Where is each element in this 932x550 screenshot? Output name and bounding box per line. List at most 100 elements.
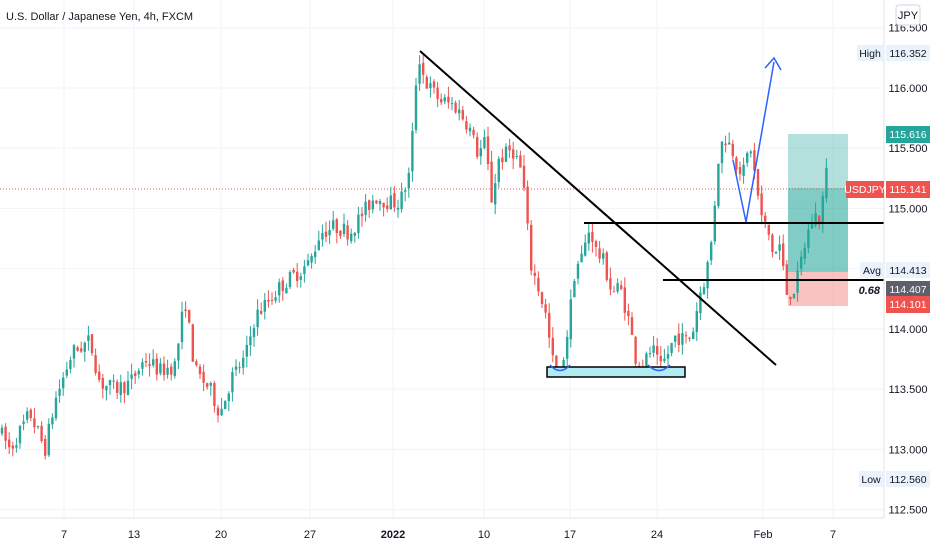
candle-body xyxy=(198,366,202,375)
candle-body xyxy=(396,207,400,210)
candle-body xyxy=(40,425,43,441)
plot-area[interactable] xyxy=(0,0,884,518)
candle-body xyxy=(540,292,544,305)
downtrend-line[interactable] xyxy=(419,50,777,366)
candle-body xyxy=(663,358,666,362)
time-tick-label: 2022 xyxy=(381,529,405,541)
candle-body xyxy=(324,231,328,237)
support-rectangle[interactable] xyxy=(546,366,686,378)
candle-body xyxy=(263,299,266,312)
candle-body xyxy=(209,383,212,386)
candle-body xyxy=(774,252,778,254)
projection-arrow-path[interactable] xyxy=(732,61,775,223)
candle-body xyxy=(814,213,817,226)
candle-body xyxy=(191,324,194,362)
candle-body xyxy=(234,366,238,370)
candle-body xyxy=(692,331,695,340)
candle-body xyxy=(746,152,749,163)
candle-body xyxy=(69,360,72,370)
candle-body xyxy=(4,426,7,441)
candle-body xyxy=(382,202,385,208)
candle-body xyxy=(508,145,511,151)
candle-body xyxy=(310,255,313,263)
time-tick-label: Feb xyxy=(754,529,773,541)
candle-body xyxy=(476,137,479,157)
candle-body xyxy=(447,96,450,103)
candle-body xyxy=(105,385,108,391)
time-tick-label: 27 xyxy=(304,529,316,541)
bottom-arc-1 xyxy=(549,364,571,372)
candle-body xyxy=(393,193,396,208)
candle-body xyxy=(569,299,572,340)
candle-body xyxy=(101,378,104,389)
candle-body xyxy=(803,247,806,259)
candle-body xyxy=(65,369,68,376)
candle-body xyxy=(605,252,608,280)
candle-body xyxy=(756,168,760,196)
candle-body xyxy=(299,276,302,280)
candle-body xyxy=(281,280,284,291)
candle-body xyxy=(602,253,605,259)
candle-body xyxy=(789,296,792,300)
candle-body xyxy=(44,439,47,456)
candle-body xyxy=(80,348,83,352)
candle-body xyxy=(112,380,115,382)
candle-body xyxy=(436,87,439,100)
candle-body xyxy=(551,337,554,356)
price-tick-label: 113.500 xyxy=(889,384,928,396)
candle-body xyxy=(47,423,50,456)
svg-text:115.141: 115.141 xyxy=(889,184,926,196)
candle-body xyxy=(544,304,547,313)
candle-body xyxy=(616,283,619,292)
candle-body xyxy=(422,62,425,75)
candle-body xyxy=(206,383,209,388)
candle-body xyxy=(720,141,724,164)
candle-body xyxy=(573,281,576,298)
candle-body xyxy=(706,262,709,289)
candle-body xyxy=(353,232,356,236)
candle-body xyxy=(587,232,590,244)
candle-body xyxy=(18,426,22,444)
candle-body xyxy=(94,355,97,373)
candle-body xyxy=(256,309,259,328)
candle-body xyxy=(645,353,648,368)
candle-body xyxy=(612,291,616,293)
candle-body xyxy=(443,97,446,102)
candle-body xyxy=(490,161,493,203)
candle-body xyxy=(342,223,346,234)
candle-body xyxy=(472,129,475,136)
price-tick-label: 114.000 xyxy=(889,324,928,336)
candle-body xyxy=(497,158,500,183)
svg-text:115.616: 115.616 xyxy=(889,129,926,141)
currency-button[interactable] xyxy=(895,4,921,26)
entry-price-label: 114.407 xyxy=(886,281,930,298)
candle-body xyxy=(620,285,623,289)
chart-title: U.S. Dollar / Japanese Yen, 4h, FXCM xyxy=(6,11,193,23)
candle-body xyxy=(465,121,468,130)
svg-text:116.352: 116.352 xyxy=(889,48,926,60)
candle-body xyxy=(371,200,374,210)
candle-body xyxy=(317,240,320,251)
candle-body xyxy=(389,195,392,210)
candle-body xyxy=(623,287,626,313)
candle-body xyxy=(170,366,173,375)
avg-price-label: Avg 114.413 xyxy=(860,262,930,278)
candle-body xyxy=(339,230,342,237)
candle-body xyxy=(548,312,551,338)
candle-body xyxy=(173,361,176,376)
high-label: High 116.352 xyxy=(857,45,930,61)
candle-body xyxy=(458,109,461,114)
candle-body xyxy=(440,98,443,103)
time-axis[interactable]: 7 13 20 27 2022 10 17 24 Feb 7 xyxy=(61,529,836,541)
candle-body xyxy=(562,360,565,371)
candle-body xyxy=(483,136,486,149)
candle-body xyxy=(742,164,745,176)
candle-body xyxy=(328,229,331,236)
candle-body xyxy=(90,334,94,354)
candle-body xyxy=(76,347,79,351)
candle-body xyxy=(627,310,630,317)
candle-body xyxy=(177,343,180,361)
candle-body xyxy=(346,225,349,240)
candle-body xyxy=(141,362,144,369)
